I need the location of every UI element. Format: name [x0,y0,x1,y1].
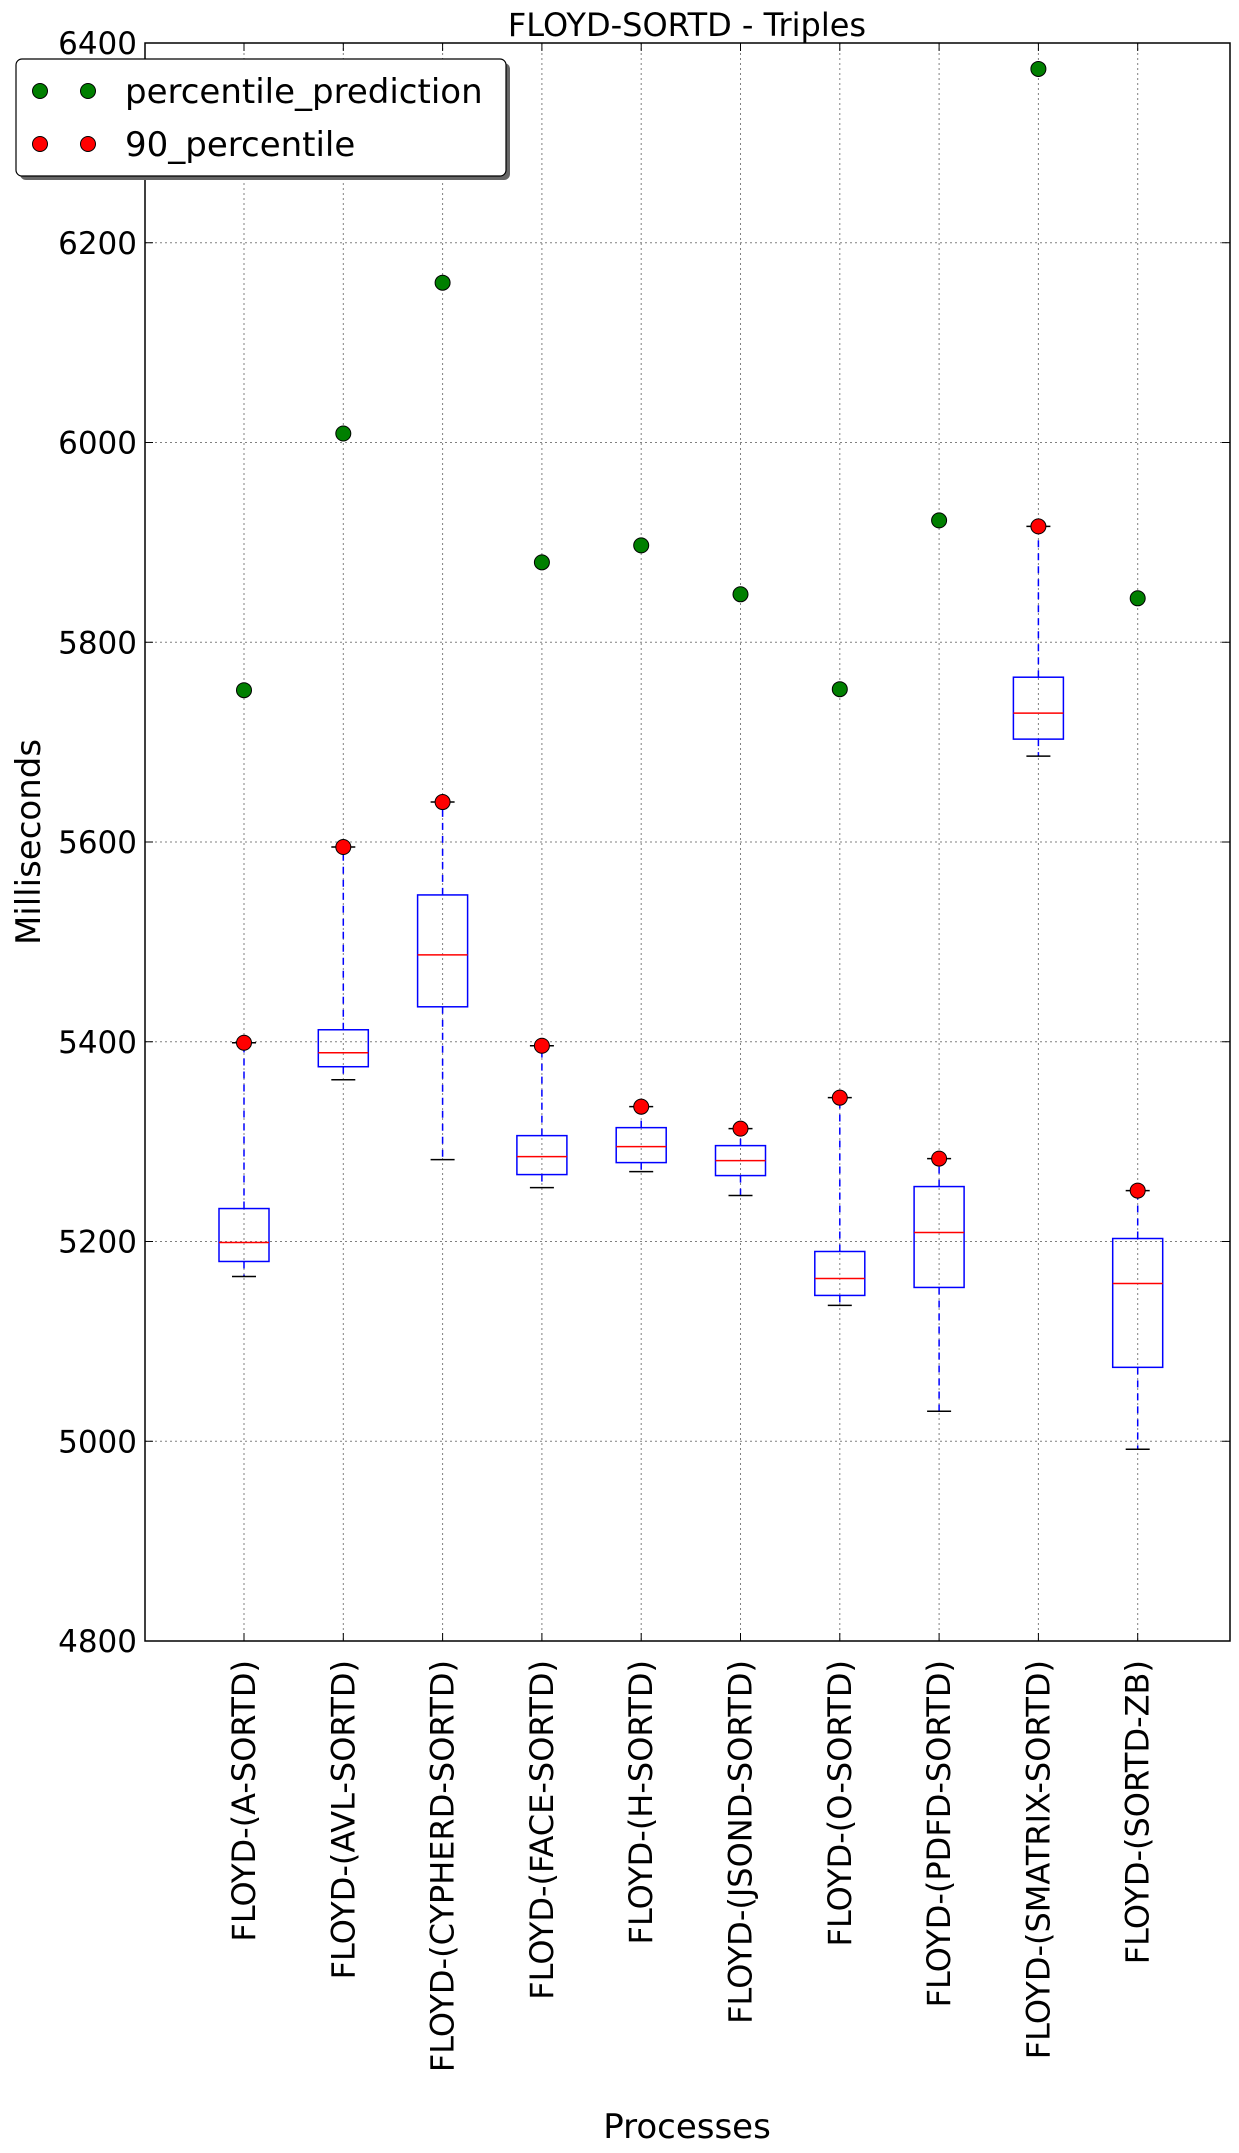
legend: percentile_prediction 90_percentile [15,58,510,180]
box [814,1250,866,1297]
point-percentile-prediction [236,682,252,699]
grid-lines [145,42,1230,1642]
legend-box [15,58,507,177]
x-tick-label: FLOYD-(CYPHERD-SORTD) [424,1660,462,2072]
point-90-percentile [633,1098,650,1115]
x-tick-label: FLOYD-(A-SORTD) [225,1660,263,1942]
x-tick-label: FLOYD-(SORTD-ZB) [1119,1660,1157,1964]
x-tick-label: FLOYD-(PDFD-SORTD) [920,1660,958,2007]
point-90-percentile [831,1089,848,1106]
point-90-percentile [1129,1182,1146,1199]
legend-label: 90_percentile [125,125,355,165]
box [913,1185,965,1289]
point-percentile-prediction [732,586,749,603]
y-tick-label: 4800 [58,1624,137,1660]
legend-label: percentile_prediction [125,72,483,112]
point-90-percentile [236,1034,252,1051]
y-tick-label: 6000 [58,426,137,462]
y-tick-label: 6200 [58,226,137,262]
box [1111,1237,1164,1369]
y-axis-label: Milliseconds [9,739,49,945]
plot-frame [144,42,1231,1642]
x-tick-label: FLOYD-(SMATRIX-SORTD) [1019,1660,1057,2059]
point-90-percentile [434,794,451,811]
box [218,1207,270,1263]
y-tick-label: 5800 [58,625,137,661]
y-tick-label: 5200 [58,1225,137,1261]
point-percentile-prediction [335,425,352,442]
x-tick-label: FLOYD-(JSOND-SORTD) [722,1660,760,2024]
point-percentile-prediction [533,554,550,571]
x-tick-label: FLOYD-(O-SORTD) [821,1660,859,1946]
box [416,894,469,1008]
box [1012,676,1065,740]
point-90-percentile [732,1120,749,1137]
legend-marker [80,83,96,99]
x-tick-label: FLOYD-(FACE-SORTD) [523,1660,561,2000]
box [317,1029,370,1068]
legend-marker [80,136,96,152]
chart-title: FLOYD-SORTD - Triples [508,6,866,44]
box [615,1126,667,1164]
point-percentile-prediction [1129,590,1146,607]
point-90-percentile [1030,518,1047,535]
legend-marker [32,83,48,99]
point-percentile-prediction [931,512,948,529]
legend-marker [32,136,48,152]
plot-area [218,60,1164,1450]
axis-ticks: 4800 5000 5200 5400 5600 5800 6000 6200 6400 FLOY… [58,26,1230,2072]
point-percentile-prediction [633,537,650,554]
x-tick-label: FLOYD-(AVL-SORTD) [324,1660,362,1979]
point-90-percentile [335,838,352,855]
point-percentile-prediction [434,274,451,291]
point-percentile-prediction [831,681,848,698]
y-tick-label: 5000 [58,1424,137,1460]
y-tick-label: 5400 [58,1025,137,1061]
point-90-percentile [931,1150,948,1167]
y-tick-label: 6400 [58,26,137,62]
x-tick-label: FLOYD-(H-SORTD) [622,1660,660,1944]
y-tick-label: 5600 [58,825,137,861]
point-90-percentile [533,1037,550,1054]
box [516,1134,568,1176]
x-axis-label: Processes [603,2107,771,2147]
point-percentile-prediction [1030,60,1047,77]
